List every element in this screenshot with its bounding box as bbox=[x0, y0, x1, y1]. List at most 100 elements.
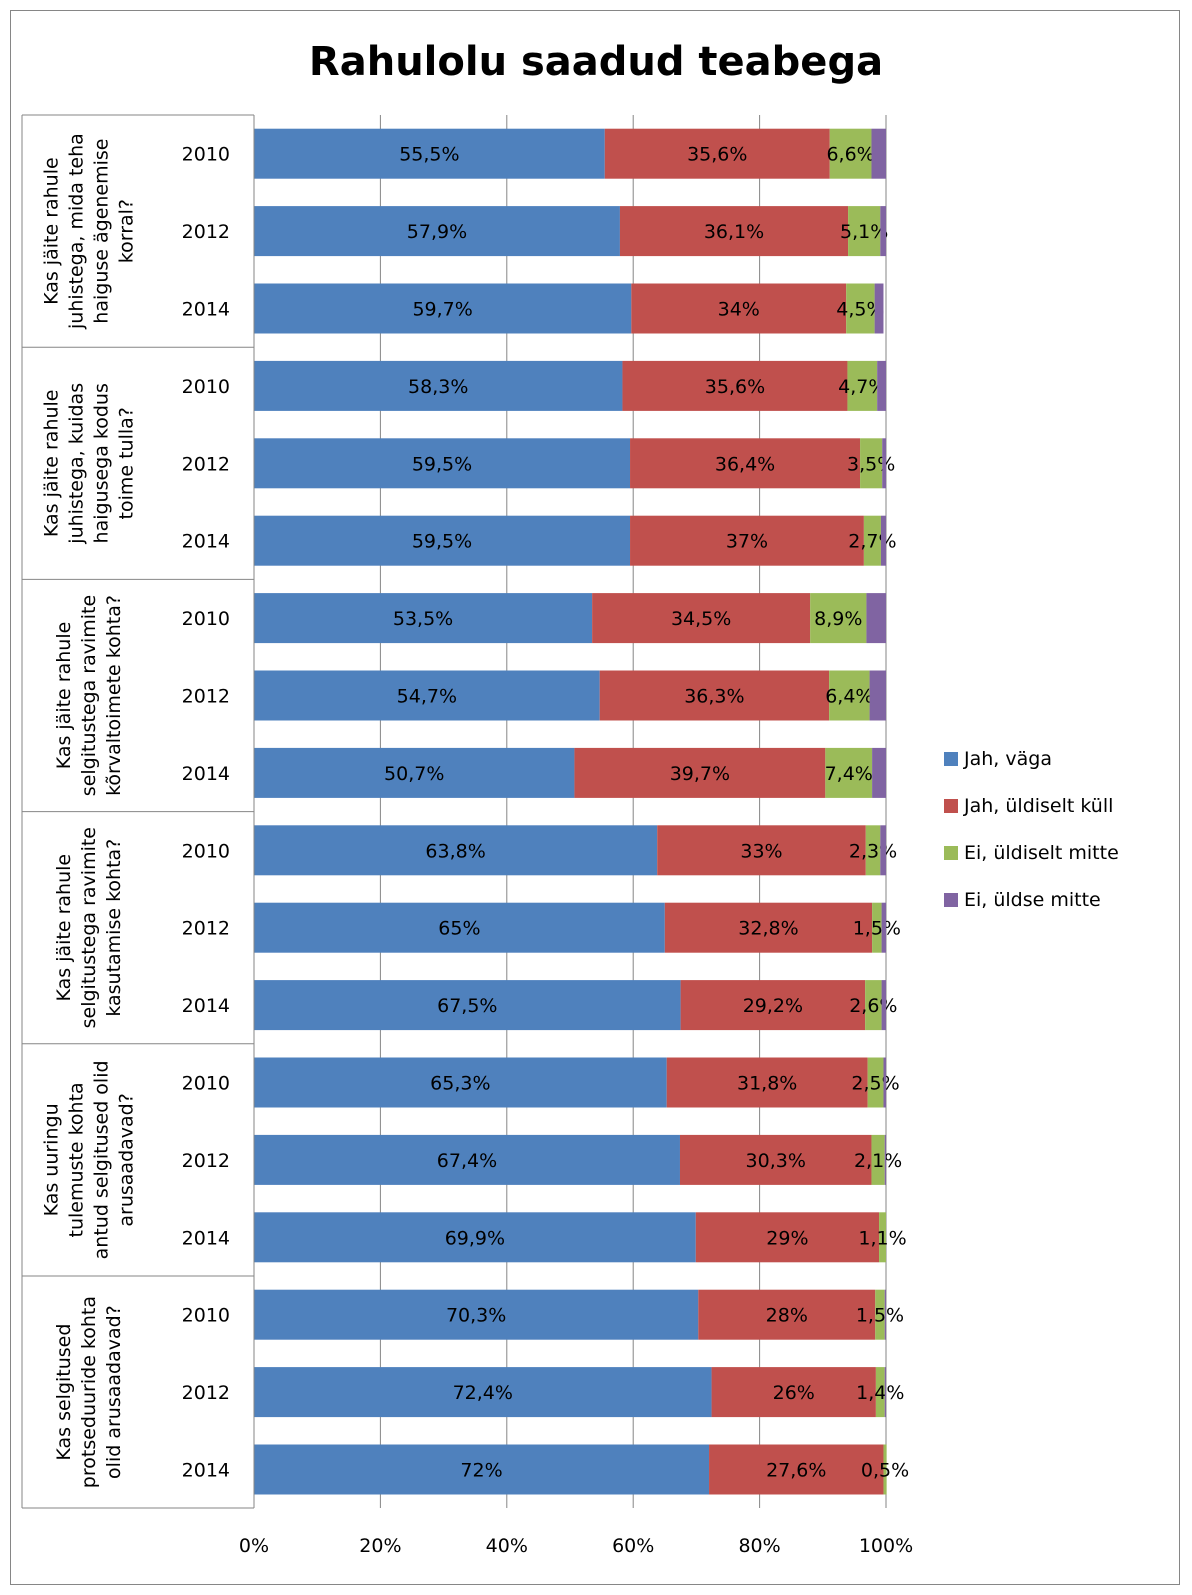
category-label-line: protseduuride kohta bbox=[78, 1296, 100, 1488]
bar-segment bbox=[680, 980, 866, 1031]
legend-label: Ei, üldse mitte bbox=[964, 889, 1101, 911]
data-label: 36,3% bbox=[684, 686, 744, 708]
year-label: 2010 bbox=[182, 608, 230, 630]
data-label: 1,1% bbox=[858, 1227, 906, 1249]
data-label: 34,5% bbox=[671, 608, 731, 630]
bar-segment bbox=[254, 515, 631, 566]
category-label: Kas selgitused protseduuride kohta olid ar… bbox=[53, 1296, 125, 1488]
data-label: 65% bbox=[438, 918, 480, 940]
year-label: 2014 bbox=[182, 1227, 230, 1249]
category-label-line: Kas jäite rahule bbox=[41, 390, 63, 538]
bar-segment bbox=[254, 1444, 710, 1495]
bar-segment bbox=[884, 1367, 886, 1418]
year-label: 2012 bbox=[182, 221, 230, 243]
category-label-line: antud selgitused olid bbox=[91, 1060, 113, 1259]
year-label: 2014 bbox=[182, 1460, 230, 1482]
category-label-line: Kas uuringu bbox=[41, 1103, 63, 1216]
year-label: 2014 bbox=[182, 299, 230, 321]
data-label: 65,3% bbox=[430, 1073, 490, 1095]
bar-segment bbox=[880, 206, 886, 257]
data-label: 2,1% bbox=[854, 1150, 902, 1172]
category-label-line: olid arusaadavad? bbox=[103, 1305, 125, 1479]
bar-segment bbox=[254, 593, 593, 644]
data-label: 4,7% bbox=[838, 376, 886, 398]
bar-segment bbox=[847, 360, 878, 411]
category-label-line: juhistega, mida teha bbox=[66, 133, 88, 330]
data-label: 37% bbox=[726, 531, 768, 553]
data-label: 35,6% bbox=[687, 144, 747, 166]
data-label: 72,4% bbox=[453, 1382, 513, 1404]
chart-title: Rahulolu saadud teabega bbox=[308, 39, 884, 85]
bar-segment bbox=[860, 438, 883, 489]
legend-label: Ei, üldiselt mitte bbox=[964, 842, 1119, 864]
data-label: 50,7% bbox=[384, 763, 444, 785]
year-label: 2010 bbox=[182, 1073, 230, 1095]
category-label-line: kasutamise kohta? bbox=[103, 839, 125, 1017]
bar-segment bbox=[254, 360, 623, 411]
bar-segment bbox=[871, 128, 886, 179]
category-label: Kas jäite rahule selgitustega ravimite kas… bbox=[53, 827, 125, 1028]
data-label: 32,8% bbox=[738, 918, 798, 940]
category-label-line: Kas jäite rahule bbox=[41, 157, 63, 305]
bar-segment bbox=[884, 1289, 886, 1340]
x-tick-label: 40% bbox=[486, 1535, 528, 1557]
bar-segment bbox=[883, 1057, 886, 1108]
bar-segment bbox=[865, 825, 881, 876]
x-tick-label: 100% bbox=[859, 1535, 913, 1557]
bar-segment bbox=[631, 283, 847, 334]
data-label: 7,4% bbox=[825, 763, 873, 785]
bar-segment bbox=[863, 515, 881, 566]
x-tick-label: 20% bbox=[359, 1535, 401, 1557]
bar-segment bbox=[698, 1289, 876, 1340]
bar-segment bbox=[574, 747, 826, 798]
data-label: 4,5% bbox=[836, 299, 884, 321]
bar-segment bbox=[254, 1212, 696, 1263]
category-label-line: selgitustega ravimite bbox=[78, 595, 100, 796]
bar-segment bbox=[254, 1289, 699, 1340]
data-label: 8,9% bbox=[814, 608, 862, 630]
bar-segment bbox=[254, 128, 605, 179]
bar-segment bbox=[848, 206, 881, 257]
year-label: 2014 bbox=[182, 763, 230, 785]
category-label-line: Kas jäite rahule bbox=[53, 854, 75, 1002]
data-label: 54,7% bbox=[397, 686, 457, 708]
bar-segment bbox=[865, 980, 882, 1031]
category-label-line: toime tulla? bbox=[116, 407, 138, 519]
year-label: 2012 bbox=[182, 453, 230, 475]
data-label: 67,5% bbox=[437, 995, 497, 1017]
bar-segment bbox=[254, 825, 658, 876]
x-tick-label: 80% bbox=[738, 1535, 780, 1557]
data-label: 6,4% bbox=[825, 686, 873, 708]
bar-segment bbox=[869, 670, 886, 721]
bar-segment bbox=[846, 283, 875, 334]
bar-segment bbox=[254, 283, 632, 334]
year-label: 2010 bbox=[182, 144, 230, 166]
category-label-line: selgitustega ravimite bbox=[78, 827, 100, 1028]
legend-label: Jah, väga bbox=[963, 748, 1052, 770]
bar-segment bbox=[604, 128, 830, 179]
year-label: 2012 bbox=[182, 1150, 230, 1172]
year-label: 2014 bbox=[182, 531, 230, 553]
data-label: 69,9% bbox=[445, 1227, 505, 1249]
category-label: Kas uuringu tulemuste kohta antud selgitus… bbox=[41, 1060, 138, 1259]
category-label-line: tulemuste kohta bbox=[66, 1082, 88, 1237]
data-label: 57,9% bbox=[407, 221, 467, 243]
data-label: 59,5% bbox=[412, 453, 472, 475]
bar-segment bbox=[880, 825, 886, 876]
bar-segment bbox=[810, 593, 867, 644]
data-label: 36,4% bbox=[715, 453, 775, 475]
x-tick-label: 60% bbox=[612, 1535, 654, 1557]
x-tick-label: 0% bbox=[239, 1535, 269, 1557]
data-label: 27,6% bbox=[766, 1460, 826, 1482]
data-label: 30,3% bbox=[746, 1150, 806, 1172]
bar-segment bbox=[695, 1212, 880, 1263]
data-label: 2,7% bbox=[848, 531, 896, 553]
data-label: 35,6% bbox=[705, 376, 765, 398]
bar-segment bbox=[254, 1367, 712, 1418]
legend-label: Jah, üldiselt küll bbox=[963, 795, 1113, 817]
data-label: 59,7% bbox=[412, 299, 472, 321]
bar-segment bbox=[883, 1444, 887, 1495]
bar-segment bbox=[829, 128, 872, 179]
data-label: 29% bbox=[766, 1227, 808, 1249]
